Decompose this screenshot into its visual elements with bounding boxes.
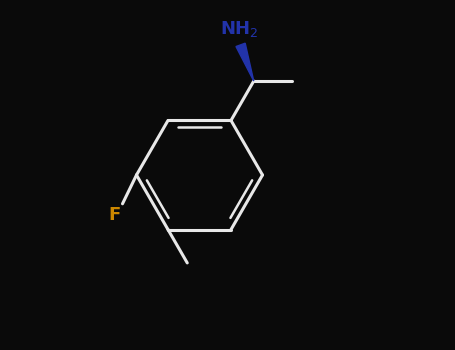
Text: NH$_2$: NH$_2$: [220, 19, 258, 39]
Polygon shape: [236, 43, 254, 81]
Text: F: F: [108, 206, 121, 224]
